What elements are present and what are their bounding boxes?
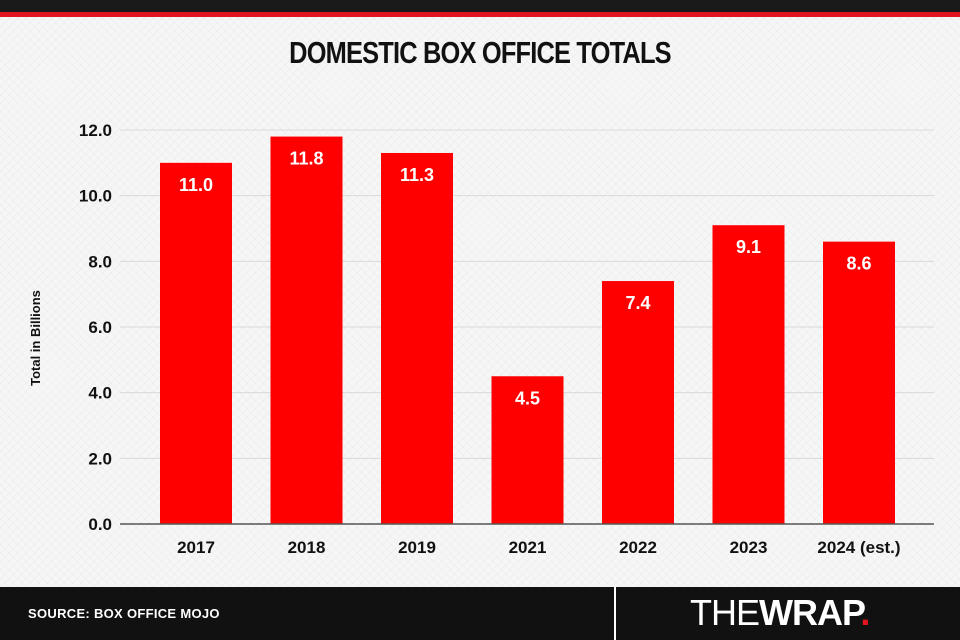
y-tick-label: 12.0: [79, 121, 112, 140]
bar-data-label: 8.6: [846, 254, 871, 274]
x-tick-label: 2019: [398, 538, 436, 557]
y-tick-label: 0.0: [88, 515, 112, 534]
y-axis-label: Total in Billions: [28, 290, 43, 386]
top-accent-stripe: [0, 12, 960, 17]
top-border-bar: [0, 0, 960, 12]
bar-data-label: 11.8: [289, 149, 323, 169]
x-tick-label: 2022: [619, 538, 657, 557]
bar: [270, 136, 343, 525]
x-tick-label: 2017: [177, 538, 215, 557]
bar: [602, 281, 674, 524]
y-tick-label: 2.0: [88, 449, 112, 468]
bar-data-label: 7.4: [625, 293, 650, 313]
bar: [491, 376, 564, 524]
y-tick-label: 10.0: [79, 187, 112, 206]
x-tick-label: 2018: [288, 538, 326, 557]
bar: [712, 225, 785, 524]
x-tick-label: 2024 (est.): [817, 538, 900, 557]
y-tick-label: 4.0: [88, 384, 112, 403]
bar-data-label: 4.5: [515, 388, 540, 408]
y-tick-label: 6.0: [88, 318, 112, 337]
x-tick-label: 2021: [509, 538, 547, 557]
logo-wrap: WRAP: [759, 592, 861, 633]
footer-divider: [614, 587, 616, 640]
bar-chart: 0.0 2.0 4.0 6.0 8.0 10.0 12.0 11.0 2017 11.8 2018 1…: [28, 121, 934, 557]
bar-data-label: 11.3: [400, 165, 434, 185]
thewrap-logo: THEWRAP.: [690, 592, 870, 633]
bar-data-label: 9.1: [736, 237, 761, 257]
logo-the: THE: [690, 592, 760, 633]
chart-title: DOMESTIC BOX OFFICE TOTALS: [289, 35, 671, 70]
bar-data-label: 11.0: [179, 175, 213, 195]
source-credit: SOURCE: BOX OFFICE MOJO: [28, 606, 220, 621]
bar: [823, 241, 895, 524]
y-tick-label: 8.0: [88, 252, 112, 271]
x-tick-label: 2023: [730, 538, 768, 557]
bar: [160, 162, 232, 525]
logo-dot: .: [860, 592, 870, 633]
bar: [381, 152, 453, 524]
footer-bar: SOURCE: BOX OFFICE MOJO THEWRAP.: [0, 587, 960, 640]
